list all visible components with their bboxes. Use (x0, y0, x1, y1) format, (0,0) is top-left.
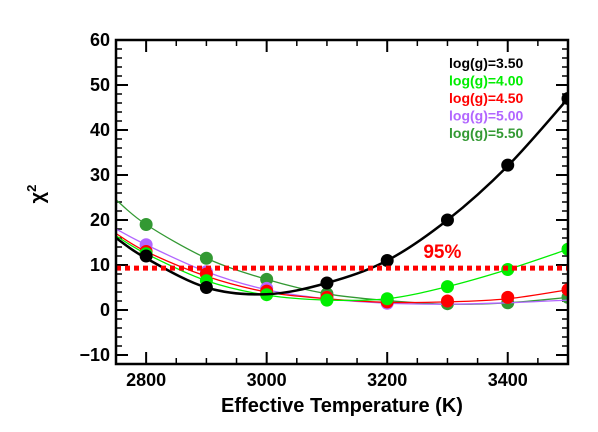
reference-line-layer: 95% (116, 242, 568, 271)
plot-frame (114, 38, 570, 366)
series-line (116, 97, 568, 296)
data-point (380, 292, 394, 306)
series-layer (116, 92, 568, 311)
data-point (320, 293, 334, 307)
data-point (561, 283, 568, 297)
x-tick-label: 3000 (247, 370, 287, 390)
tick-labels-layer: 2800 3000 3200 3400 −10 0 10 20 30 40 50 60 (79, 30, 527, 390)
y-tick-label: 20 (90, 210, 110, 230)
y-tick-label: 30 (90, 165, 110, 185)
data-point (561, 92, 568, 105)
data-point (440, 280, 454, 294)
x-tick-label: 2800 (126, 370, 166, 390)
data-point (199, 281, 213, 294)
data-point (139, 249, 153, 263)
x-tick-label: 3400 (488, 370, 528, 390)
data-point (501, 158, 515, 172)
data-point (561, 242, 568, 256)
reference-line-label: 95% (423, 242, 461, 263)
data-point (440, 213, 454, 227)
data-point (260, 272, 274, 286)
legend-entry: log(g)=5.50 (449, 125, 524, 141)
y-tick-label: 40 (90, 120, 110, 140)
x-axis-title: Effective Temperature (K) (221, 395, 463, 417)
data-point (380, 254, 394, 267)
data-point (320, 276, 334, 290)
ticks-layer (115, 39, 569, 364)
y-tick-label: 50 (90, 75, 110, 95)
y-axis-superscript: 2 (24, 185, 39, 192)
series-log(g)=3.50 (116, 92, 568, 296)
legend-entry: log(g)=3.50 (449, 55, 524, 71)
y-tick-label: 60 (90, 30, 110, 50)
y-axis-title: χ2 (24, 185, 49, 204)
data-point (501, 290, 515, 304)
x-tick-label: 3200 (367, 370, 407, 390)
y-axis-symbol: χ (27, 191, 49, 203)
y-tick-label: 0 (100, 300, 110, 320)
y-tick-label: 10 (90, 255, 110, 275)
y-tick-label: −10 (79, 345, 110, 365)
data-point (440, 294, 454, 308)
legend-entry: log(g)=5.00 (449, 108, 524, 124)
series-line (116, 199, 568, 305)
legend-entry: log(g)=4.50 (449, 90, 524, 106)
data-point (139, 218, 153, 231)
data-point (199, 251, 213, 265)
legend-entry: log(g)=4.00 (449, 73, 524, 89)
